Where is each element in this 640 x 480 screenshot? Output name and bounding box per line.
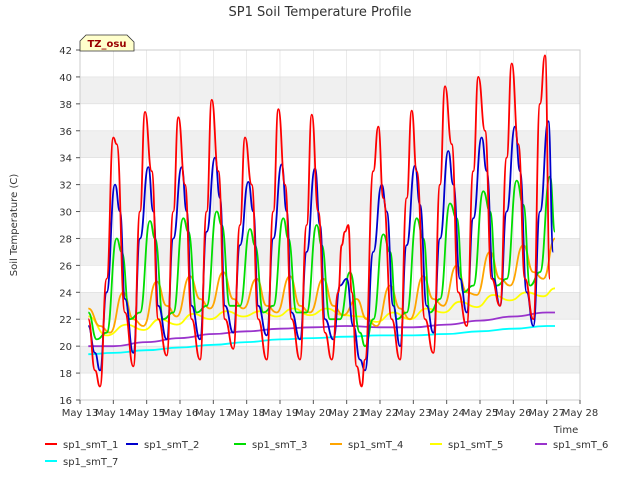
y-axis: 16 18 20 22 24 26 28 30 32 34 36 38 40 42 — [59, 46, 80, 407]
plot-band — [80, 346, 580, 374]
series-line-sp1_smT_1 — [87, 54, 551, 388]
x-tick-label: May 24 — [428, 408, 465, 419]
y-tick-label: 42 — [59, 46, 72, 57]
legend-label: sp1_smT_1 — [63, 440, 118, 451]
y-tick-label: 34 — [59, 154, 72, 165]
y-tick-label: 28 — [59, 234, 72, 245]
x-tick-label: May 13 — [62, 408, 99, 419]
site-badge-label: TZ_osu — [87, 39, 126, 50]
x-tick-label: May 26 — [495, 408, 532, 419]
legend: sp1_smT_1 sp1_smT_2 sp1_smT_3 sp1_smT_4 sp1_… — [45, 440, 608, 468]
x-tick-label: May 16 — [162, 408, 199, 419]
plot-band — [80, 76, 580, 104]
legend-item-sp1_smT_5: sp1_smT_5 — [430, 440, 503, 451]
y-tick-label: 16 — [59, 396, 72, 407]
plot-band — [80, 238, 580, 266]
legend-item-sp1_smT_7: sp1_smT_7 — [45, 457, 118, 468]
y-tick-label: 22 — [59, 315, 72, 326]
legend-label: sp1_smT_6 — [553, 440, 608, 451]
x-tick-label: May 15 — [128, 408, 165, 419]
plot-frame — [79, 49, 581, 401]
y-tick-label: 36 — [59, 127, 72, 138]
site-badge: TZ_osu — [79, 34, 135, 52]
x-axis-label: Time — [553, 425, 578, 436]
y-tick-label: 30 — [59, 208, 72, 219]
x-tick-label: May 27 — [528, 408, 565, 419]
legend-item-sp1_smT_2: sp1_smT_2 — [126, 440, 199, 451]
x-tick-label: May 14 — [95, 408, 132, 419]
x-tick-label: May 19 — [262, 408, 299, 419]
y-tick-label: 24 — [59, 288, 72, 299]
legend-label: sp1_smT_5 — [448, 440, 503, 451]
plot-band — [80, 130, 580, 158]
y-axis-label: Soil Temperature (C) — [9, 174, 20, 277]
x-tick-label: May 22 — [362, 408, 399, 419]
legend-label: sp1_smT_3 — [252, 440, 307, 451]
y-tick-label: 38 — [59, 100, 72, 111]
x-tick-label: May 20 — [295, 408, 332, 419]
plot-background — [80, 50, 580, 400]
plot-band — [80, 184, 580, 212]
chart-title: SP1 Soil Temperature Profile — [229, 5, 412, 20]
legend-label: sp1_smT_4 — [348, 440, 403, 451]
legend-item-sp1_smT_1: sp1_smT_1 — [45, 440, 118, 451]
legend-item-sp1_smT_4: sp1_smT_4 — [330, 440, 403, 451]
x-tick-label: May 21 — [328, 408, 365, 419]
x-tick-label: May 23 — [395, 408, 432, 419]
x-tick-label: May 25 — [462, 408, 499, 419]
y-tick-label: 26 — [59, 261, 72, 272]
y-tick-label: 40 — [59, 73, 72, 84]
legend-item-sp1_smT_6: sp1_smT_6 — [535, 440, 608, 451]
series-lines — [87, 54, 556, 388]
legend-item-sp1_smT_3: sp1_smT_3 — [234, 440, 307, 451]
y-tick-label: 18 — [59, 369, 72, 380]
legend-label: sp1_smT_2 — [144, 440, 199, 451]
x-tick-label: May 17 — [195, 408, 232, 419]
x-tick-label: May 18 — [228, 408, 265, 419]
x-tick-label: May 28 — [562, 408, 599, 419]
y-tick-label: 32 — [59, 181, 72, 192]
legend-label: sp1_smT_7 — [63, 457, 118, 468]
y-tick-label: 20 — [59, 342, 72, 353]
